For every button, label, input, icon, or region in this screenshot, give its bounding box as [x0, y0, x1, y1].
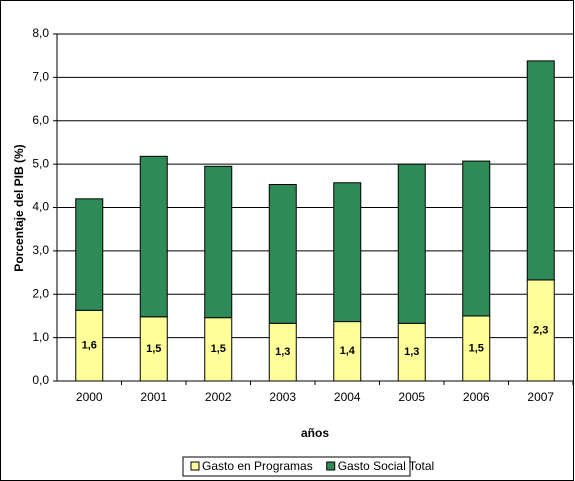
bar-segment	[204, 317, 233, 382]
y-tick-label: 5,0	[32, 156, 49, 170]
bar-segment	[397, 163, 426, 324]
legend-swatch	[190, 461, 200, 471]
y-axis-title: Porcentaje del PIB (%)	[12, 144, 26, 271]
x-tick-label: 2000	[76, 390, 103, 404]
data-label: 1,5	[469, 342, 484, 354]
data-label: 1,3	[404, 346, 419, 358]
x-tick-label: 2005	[398, 390, 425, 404]
bar-segment	[526, 279, 555, 382]
data-label: 1,6	[82, 340, 97, 352]
x-tick-label: 2006	[463, 390, 490, 404]
bar-segment	[462, 160, 491, 317]
x-tick-label: 2001	[140, 390, 167, 404]
y-tick-label: 2,0	[32, 286, 49, 300]
bar-segment	[333, 182, 362, 323]
y-tick-label: 8,0	[32, 26, 49, 40]
bar-segment	[526, 60, 555, 281]
x-tick-label: 2004	[334, 390, 361, 404]
bar-segment	[397, 322, 426, 382]
x-tick-label: 2003	[269, 390, 296, 404]
legend-label: Gasto en Programas	[202, 459, 313, 473]
x-tick-label: 2002	[205, 390, 232, 404]
bar-segment	[75, 198, 104, 311]
y-tick-label: 4,0	[32, 200, 49, 214]
data-label: 1,5	[146, 343, 161, 355]
legend-box	[182, 456, 411, 477]
data-label: 1,3	[275, 346, 290, 358]
data-label: 1,4	[340, 345, 356, 357]
bar-segment	[139, 155, 168, 318]
y-tick-label: 7,0	[32, 70, 49, 84]
bar-segment	[75, 309, 104, 382]
bar-segment	[204, 165, 233, 319]
x-tick-label: 2007	[527, 390, 554, 404]
y-tick-label: 1,0	[32, 330, 49, 344]
bar-segment	[268, 184, 297, 324]
data-label: 2,3	[533, 324, 548, 336]
y-tick-label: 6,0	[32, 113, 49, 127]
data-label: 1,5	[211, 343, 226, 355]
legend-label: Gasto Social Total	[338, 459, 435, 473]
legend-swatch	[326, 461, 336, 471]
bar-segment	[139, 316, 168, 382]
x-axis-title: años	[301, 426, 329, 440]
y-tick-label: 3,0	[32, 243, 49, 257]
y-tick-label: 0,0	[32, 373, 49, 387]
